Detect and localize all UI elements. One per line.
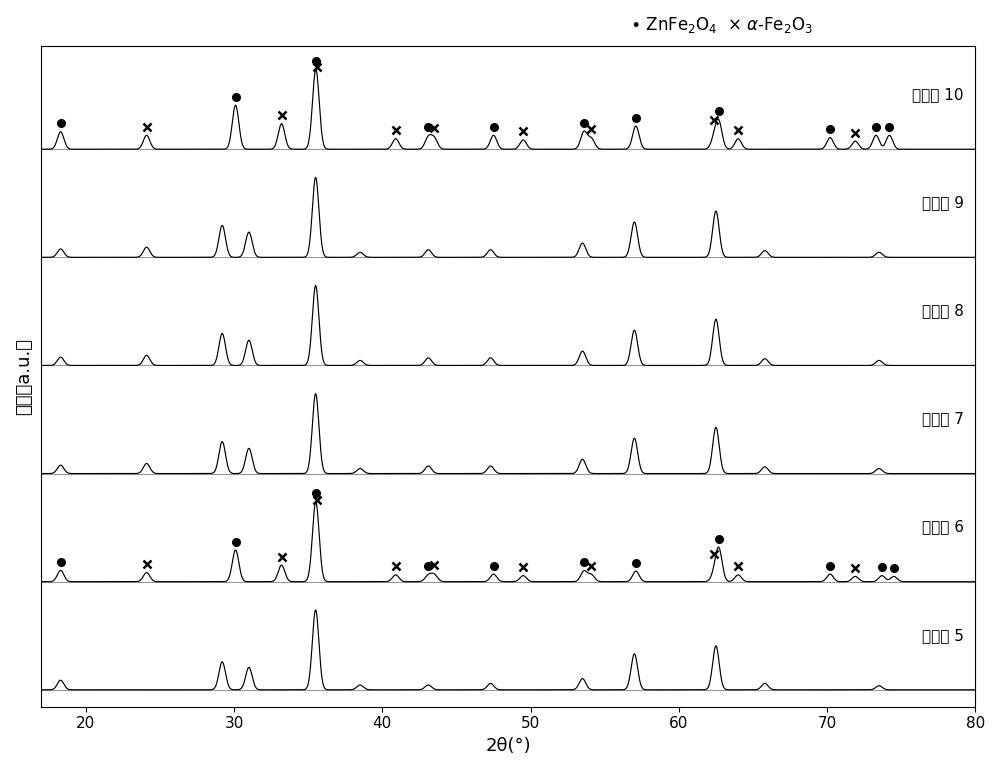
Text: 比较例 6: 比较例 6 [922,520,964,534]
Text: $\bullet$ ZnFe$_2$O$_4$  $\times$ $\alpha$-Fe$_2$O$_3$: $\bullet$ ZnFe$_2$O$_4$ $\times$ $\alpha… [630,15,813,35]
Y-axis label: 强度（a.u.）: 强度（a.u.） [15,338,33,415]
Text: 比较例 10: 比较例 10 [912,87,964,102]
Text: 比较例 7: 比较例 7 [922,411,964,427]
X-axis label: 2θ(°): 2θ(°) [486,737,531,755]
Text: 比较例 5: 比较例 5 [922,628,964,643]
Text: 比较例 8: 比较例 8 [922,303,964,319]
Text: 比较例 9: 比较例 9 [922,196,964,210]
